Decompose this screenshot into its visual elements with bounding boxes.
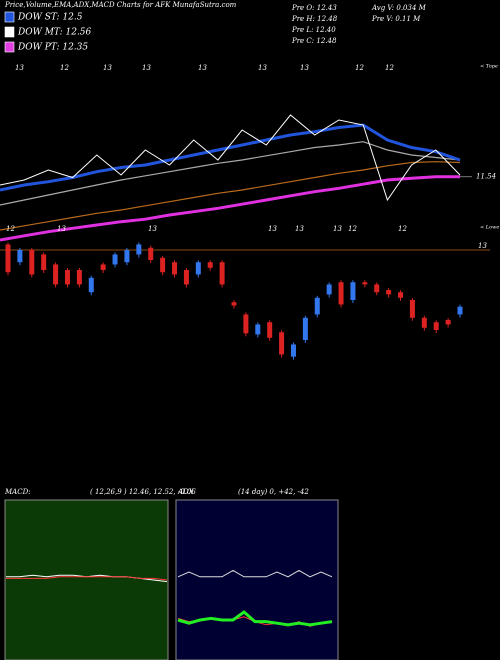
candle-body (100, 264, 106, 270)
candle-body (160, 257, 166, 273)
candle-body (17, 250, 23, 263)
bottom-note: < Lowe (480, 225, 499, 231)
date-label: 13 (295, 225, 304, 233)
candle-body (219, 262, 225, 285)
candle-body (445, 320, 451, 325)
candle-body (88, 277, 94, 293)
candle-body (255, 324, 261, 335)
legend-swatch (4, 41, 15, 53)
panel (4, 499, 169, 660)
series-line (6, 576, 168, 581)
candle-body (398, 292, 404, 298)
candle-body (267, 322, 273, 338)
series-line (0, 175, 460, 242)
candle-body (64, 270, 70, 285)
candle-body (302, 317, 308, 340)
panel-title: ADX (177, 488, 195, 496)
date-label: 13 (57, 225, 66, 233)
date-label: 13 (258, 64, 267, 72)
legend-swatch (4, 26, 15, 38)
date-label: 13 (198, 64, 207, 72)
candle-body (53, 264, 59, 285)
candle-body (409, 300, 415, 318)
panel-subtitle: ( 12,26,9 ) 12.46, 12.52, -0.06 (90, 488, 196, 496)
date-label: 12 (60, 64, 69, 72)
candle-body (148, 247, 154, 260)
series-line (177, 569, 333, 578)
candle-body (207, 262, 213, 268)
date-label: 12 (385, 64, 394, 72)
quote-text: Pre V: 0.11 M (371, 15, 421, 23)
date-label: 13 (103, 64, 112, 72)
candle-body (433, 322, 439, 330)
panel-title: MACD: (4, 488, 31, 496)
series-line (0, 141, 461, 206)
candle-body (195, 262, 201, 275)
candle-body (29, 250, 35, 275)
legend-label: DOW PT: 12.35 (17, 43, 88, 53)
candle-body (386, 290, 392, 295)
date-label: 13 (333, 225, 342, 233)
y-tick-label: 11.54 (476, 173, 496, 181)
date-label: 12 (6, 225, 15, 233)
y-tick-label: 13 (478, 242, 487, 250)
candle-body (231, 302, 237, 306)
candle-body (5, 244, 11, 273)
quote-text: Pre H: 12.48 (291, 15, 338, 23)
series-line (177, 610, 333, 627)
candle-body (112, 254, 118, 265)
panel (175, 499, 339, 660)
date-label: 12 (355, 64, 364, 72)
series-line (0, 114, 461, 202)
candle-body (338, 282, 344, 305)
candle-body (183, 270, 189, 285)
candle-body (457, 306, 463, 315)
series-line (0, 161, 461, 231)
quote-text: Avg V: 0.034 M (371, 4, 427, 12)
candle-body (124, 250, 130, 263)
candle-body (290, 344, 296, 357)
date-label: 13 (268, 225, 277, 233)
candle-body (326, 284, 332, 295)
top-note: < Tope (480, 64, 498, 70)
date-label: 12 (348, 225, 357, 233)
candle-body (76, 270, 82, 285)
quote-text: Pre L: 12.40 (291, 26, 336, 34)
panel-subtitle: (14 day) 0, +42, -42 (238, 488, 309, 496)
quote-text: Pre C: 12.48 (291, 37, 337, 45)
series-line (0, 123, 461, 192)
date-label: 13 (300, 64, 309, 72)
date-label: 13 (142, 64, 151, 72)
legend-label: DOW ST: 12.5 (17, 13, 83, 23)
legend-swatch (4, 11, 15, 23)
candle-body (362, 282, 368, 285)
candle-body (374, 284, 380, 293)
date-label: 13 (148, 225, 157, 233)
date-label: 13 (15, 64, 24, 72)
candle-body (279, 332, 285, 355)
quote-text: Pre O: 12.43 (291, 4, 337, 12)
date-label: 12 (398, 225, 407, 233)
candle-body (421, 317, 427, 328)
candle-body (243, 314, 249, 334)
legend-label: DOW MT: 12.56 (17, 28, 92, 38)
candle-body (136, 244, 142, 255)
chart-title: Price,Volume,EMA,ADX,MACD Charts for AFK… (4, 1, 237, 9)
candle-body (314, 297, 320, 315)
candle-body (172, 262, 178, 275)
candle-body (41, 254, 47, 270)
candle-body (350, 282, 356, 300)
